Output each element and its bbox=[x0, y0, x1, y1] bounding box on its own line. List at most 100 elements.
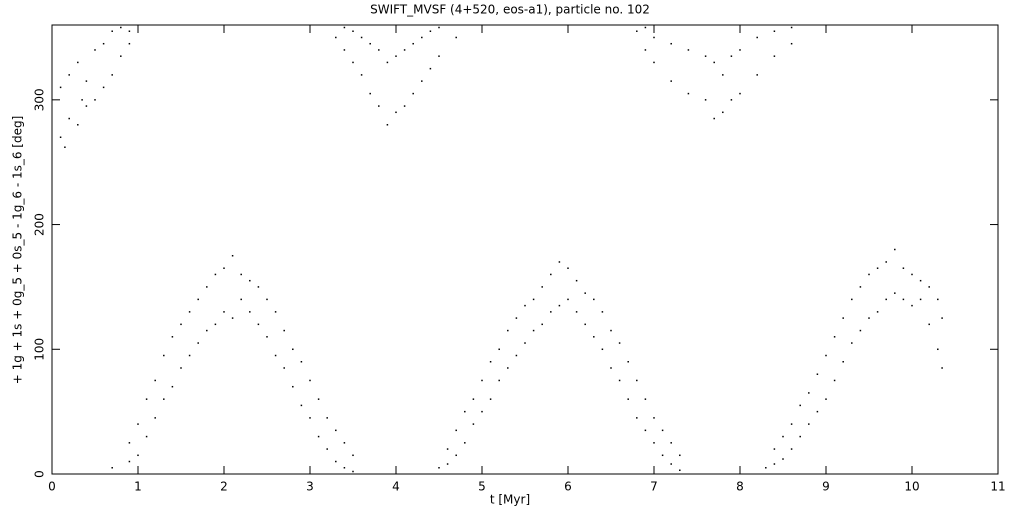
point bbox=[283, 329, 285, 332]
x-tick-label: 4 bbox=[392, 480, 400, 494]
point bbox=[154, 417, 156, 419]
point bbox=[739, 49, 741, 51]
point bbox=[455, 454, 457, 457]
point bbox=[610, 367, 612, 369]
point bbox=[77, 61, 79, 64]
point bbox=[412, 42, 414, 45]
point bbox=[343, 49, 346, 51]
point bbox=[412, 92, 414, 95]
point bbox=[188, 311, 191, 313]
point bbox=[902, 298, 905, 301]
point bbox=[163, 354, 165, 357]
point bbox=[661, 454, 664, 457]
point bbox=[171, 336, 174, 338]
point bbox=[481, 410, 483, 413]
point bbox=[206, 286, 208, 288]
point bbox=[941, 367, 943, 369]
point bbox=[231, 254, 234, 257]
point bbox=[842, 361, 844, 363]
point bbox=[128, 442, 131, 444]
point bbox=[352, 61, 354, 64]
point bbox=[876, 311, 879, 313]
point bbox=[197, 342, 199, 344]
point bbox=[481, 379, 483, 382]
point bbox=[180, 323, 182, 326]
point bbox=[618, 342, 621, 344]
point bbox=[644, 49, 647, 51]
point bbox=[446, 448, 449, 450]
point bbox=[326, 448, 328, 450]
point bbox=[679, 454, 681, 457]
point bbox=[369, 92, 371, 95]
x-axis-label: t [Myr] bbox=[490, 493, 530, 507]
point bbox=[257, 286, 260, 288]
point bbox=[438, 55, 440, 57]
point bbox=[378, 105, 380, 107]
point bbox=[584, 323, 586, 326]
point bbox=[352, 470, 354, 473]
y-tick-label: 300 bbox=[33, 88, 47, 111]
point bbox=[455, 429, 457, 432]
plot-frame bbox=[51, 24, 999, 475]
point bbox=[68, 117, 70, 120]
point bbox=[386, 124, 389, 126]
point bbox=[911, 304, 913, 307]
point bbox=[180, 367, 182, 369]
point bbox=[593, 298, 595, 301]
point bbox=[790, 26, 793, 29]
point bbox=[145, 398, 148, 400]
point bbox=[292, 385, 294, 388]
point bbox=[782, 458, 784, 460]
point bbox=[429, 30, 432, 32]
point bbox=[81, 99, 83, 101]
point bbox=[550, 273, 552, 276]
y-axis-label: + 1g + 1s + 0g_5 + 0s_5 - 1g_6 - 1s_6 [d… bbox=[11, 116, 25, 385]
point bbox=[808, 423, 810, 425]
point bbox=[266, 298, 268, 301]
point bbox=[102, 42, 105, 45]
point bbox=[601, 311, 604, 313]
x-tick-label: 10 bbox=[904, 480, 919, 494]
point bbox=[128, 460, 131, 463]
point bbox=[94, 99, 96, 101]
point bbox=[64, 146, 66, 148]
point bbox=[859, 329, 862, 332]
point bbox=[550, 311, 552, 313]
point bbox=[765, 467, 767, 469]
point bbox=[722, 74, 724, 76]
point bbox=[825, 398, 827, 400]
y-tick-label: 0 bbox=[33, 470, 47, 478]
point bbox=[636, 30, 638, 32]
point bbox=[240, 298, 242, 301]
point bbox=[369, 42, 371, 45]
point bbox=[653, 61, 655, 64]
point bbox=[472, 423, 475, 425]
point bbox=[137, 423, 139, 425]
point bbox=[919, 298, 922, 301]
point bbox=[214, 323, 217, 326]
point bbox=[128, 42, 131, 45]
point bbox=[283, 367, 285, 369]
point bbox=[111, 30, 113, 32]
x-tick-label: 7 bbox=[650, 480, 658, 494]
point bbox=[558, 261, 561, 263]
point bbox=[773, 448, 776, 450]
point bbox=[464, 410, 466, 413]
point bbox=[868, 317, 870, 319]
point bbox=[395, 111, 397, 114]
point bbox=[94, 49, 96, 51]
point bbox=[833, 336, 836, 338]
point bbox=[532, 329, 535, 332]
point bbox=[851, 342, 853, 344]
point bbox=[808, 392, 810, 394]
y-tick-label: 100 bbox=[33, 338, 47, 361]
point bbox=[421, 80, 423, 82]
point bbox=[274, 311, 277, 313]
point bbox=[335, 460, 337, 463]
point bbox=[868, 273, 870, 276]
point bbox=[335, 429, 337, 432]
point bbox=[739, 92, 741, 95]
x-tick-label: 11 bbox=[990, 480, 1005, 494]
point bbox=[713, 117, 715, 120]
